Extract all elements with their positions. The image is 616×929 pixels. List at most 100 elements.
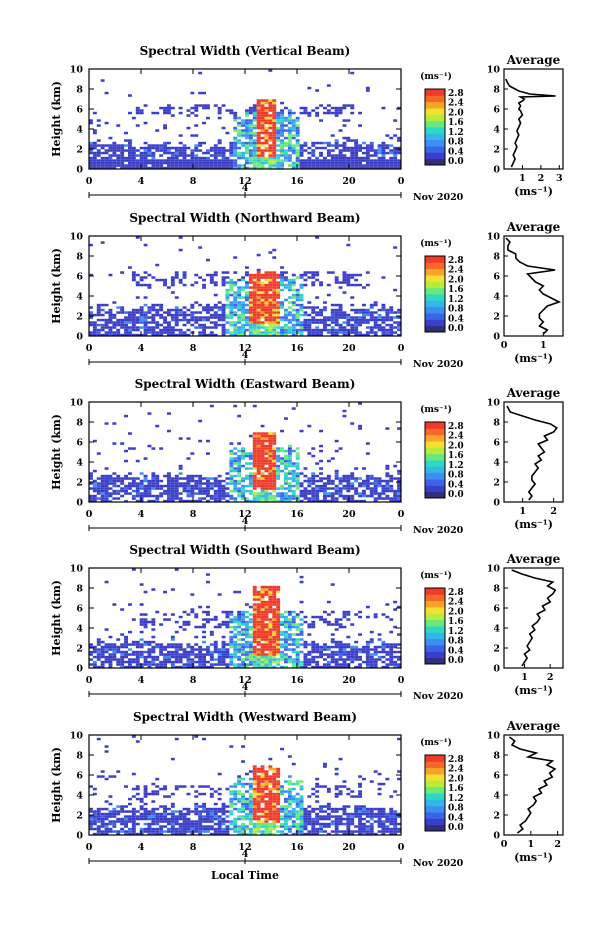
- heatmap-cell: [213, 817, 218, 821]
- heatmap-cell: [198, 665, 203, 669]
- heatmap-cell: [221, 161, 226, 165]
- heatmap-cell: [248, 293, 253, 297]
- heatmap-cell: [202, 323, 206, 327]
- colorbar-tick-label: 0.0: [448, 656, 464, 666]
- heatmap-cell: [198, 246, 203, 249]
- colorbar-tick-label: 0.8: [448, 138, 464, 148]
- heatmap-cell: [206, 785, 210, 788]
- heatmap-cell: [229, 645, 234, 649]
- heatmap-cell: [245, 124, 249, 127]
- heatmap-cell: [330, 106, 335, 110]
- heatmap-cell: [186, 645, 191, 649]
- heatmap-cell: [385, 427, 390, 430]
- heatmap-cell: [256, 164, 261, 167]
- heatmap-cell: [268, 311, 273, 314]
- profile-x-tick-label: 2: [538, 173, 545, 184]
- heatmap-cell: [198, 825, 203, 828]
- heatmap-cell: [120, 665, 125, 669]
- heatmap-cell: [287, 660, 292, 664]
- heatmap-cell: [373, 663, 378, 666]
- heatmap-cell: [252, 598, 257, 601]
- heatmap-cell: [338, 658, 343, 661]
- heatmap-cell: [92, 313, 97, 317]
- heatmap-cell: [397, 469, 401, 473]
- heatmap-cell: [217, 482, 222, 485]
- heatmap-cell: [124, 645, 128, 649]
- heatmap-cell: [358, 633, 362, 636]
- heatmap-cell: [241, 807, 245, 811]
- heatmap-cell: [252, 308, 257, 312]
- heatmap-cell: [311, 109, 316, 112]
- heatmap-cell: [147, 822, 152, 826]
- heatmap-cell: [147, 827, 152, 831]
- heatmap-cell: [217, 815, 222, 818]
- heatmap-cell: [245, 815, 249, 818]
- heatmap-cell: [268, 815, 273, 818]
- heatmap-cell: [96, 640, 101, 644]
- heatmap-cell: [326, 482, 331, 485]
- heatmap-cell: [284, 655, 288, 659]
- heatmap-cell: [206, 820, 210, 823]
- heatmap-cell: [381, 492, 386, 495]
- heatmap-cell: [221, 306, 226, 309]
- heatmap-cell: [291, 308, 296, 312]
- heatmap-cell: [174, 487, 179, 490]
- heatmap-cell: [358, 499, 362, 503]
- heatmap-cell: [225, 293, 230, 297]
- colorbar-swatch: [425, 466, 445, 474]
- heatmap-cell: [319, 444, 323, 448]
- heatmap-cell: [311, 643, 316, 646]
- heatmap-cell: [120, 830, 125, 833]
- heatmap-cell: [389, 477, 394, 480]
- heatmap-cell: [295, 628, 300, 631]
- heatmap-cell: [96, 830, 101, 833]
- colorbar-swatch: [425, 479, 445, 486]
- heatmap-cell: [272, 449, 277, 453]
- heatmap-cell: [128, 333, 132, 337]
- heatmap-cell: [112, 645, 117, 649]
- heatmap-cell: [159, 333, 164, 337]
- heatmap-cell: [170, 660, 175, 664]
- heatmap-cell: [393, 665, 398, 669]
- heatmap-cell: [330, 645, 335, 649]
- heatmap-cell: [120, 820, 125, 823]
- heatmap-cell: [291, 464, 296, 468]
- heatmap-cell: [381, 276, 386, 279]
- y-tick-label: 10: [70, 398, 84, 409]
- heatmap-cell: [256, 253, 261, 257]
- heatmap-cell: [225, 288, 230, 292]
- heatmap-cell: [284, 119, 288, 122]
- heatmap-cell: [280, 111, 284, 115]
- heatmap-cell: [252, 164, 257, 167]
- heatmap-cell: [256, 665, 261, 669]
- heatmap-cell: [194, 156, 199, 160]
- heatmap-cell: [174, 479, 179, 483]
- heatmap-cell: [245, 281, 249, 284]
- heatmap-cell: [362, 308, 366, 312]
- heatmap-cell: [260, 164, 265, 167]
- heatmap-cell: [120, 805, 125, 808]
- heatmap-cell: [167, 308, 171, 312]
- heatmap-cell: [194, 164, 199, 167]
- heatmap-cell: [143, 328, 148, 332]
- heatmap-cell: [237, 817, 242, 821]
- heatmap-cell: [307, 276, 312, 279]
- heatmap-cell: [151, 640, 156, 644]
- heatmap-cell: [241, 628, 245, 631]
- colorbar-unit: (ms⁻¹): [420, 404, 452, 415]
- heatmap-cell: [120, 822, 125, 826]
- heatmap-cell: [252, 765, 257, 768]
- heatmap-cell: [174, 787, 179, 791]
- heatmap-cell: [260, 442, 265, 445]
- heatmap-cell: [186, 477, 191, 480]
- heatmap-cell: [143, 655, 148, 659]
- heatmap-cell: [237, 775, 242, 778]
- heatmap-cell: [295, 144, 300, 147]
- heatmap-cell: [373, 660, 378, 664]
- heatmap-cell: [291, 283, 296, 287]
- heatmap-cell: [151, 812, 156, 816]
- heatmap-cell: [393, 156, 398, 160]
- heatmap-cell: [295, 129, 300, 132]
- heatmap-cell: [268, 439, 273, 443]
- heatmap-cell: [202, 630, 206, 634]
